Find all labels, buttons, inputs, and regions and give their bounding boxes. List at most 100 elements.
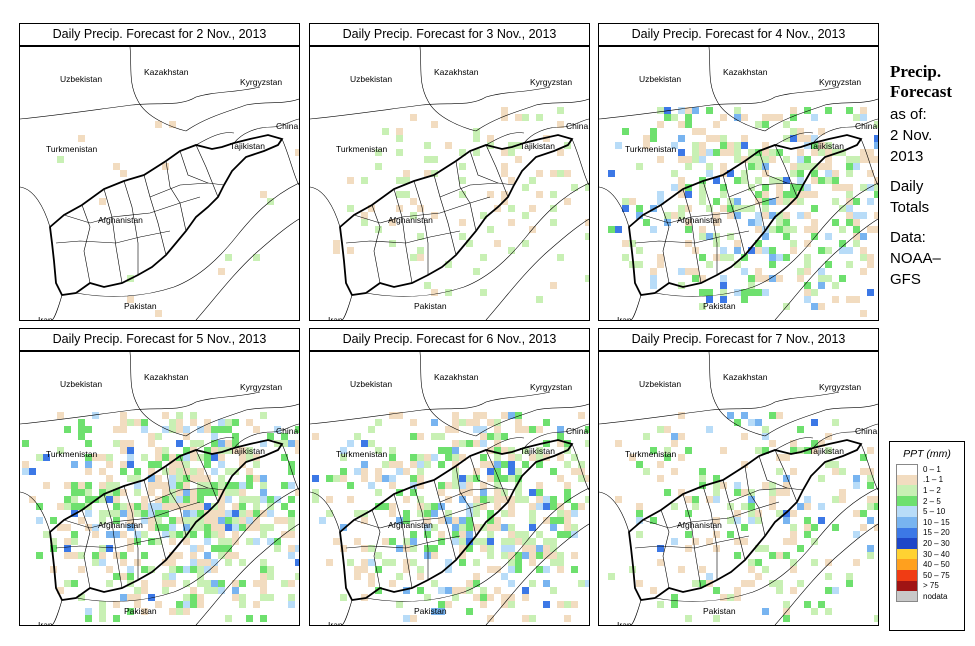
country-label-uzbekistan: Uzbekistan [639, 74, 681, 84]
precip-cell [867, 552, 874, 559]
precip-cell [169, 489, 176, 496]
precip-cell [536, 545, 543, 552]
precip-cell [155, 447, 162, 454]
precip-cell [403, 468, 410, 475]
precip-cell [776, 510, 783, 517]
legend-label: 20 – 30 [923, 538, 950, 548]
precip-cell [473, 538, 480, 545]
legend-swatch [896, 474, 918, 486]
precip-cell [550, 191, 557, 198]
precip-cell [515, 412, 522, 419]
province-line [485, 144, 509, 198]
precip-cell [127, 454, 134, 461]
precip-cell [396, 128, 403, 135]
province-line [642, 196, 780, 224]
legend-item: nodata [890, 591, 964, 602]
precip-cell [783, 254, 790, 261]
precip-cell [64, 538, 71, 545]
precip-cell [755, 156, 762, 163]
precip-cell [169, 475, 176, 482]
precip-cell [804, 524, 811, 531]
precip-cell [204, 419, 211, 426]
precip-cell [99, 601, 106, 608]
precip-cell [274, 545, 281, 552]
precip-cell [529, 545, 536, 552]
precip-cell [225, 545, 232, 552]
precip-cell [141, 426, 148, 433]
precip-cell [466, 545, 473, 552]
precip-cell [790, 114, 797, 121]
precip-cell [699, 254, 706, 261]
data-source: NOAA– [890, 250, 941, 267]
precip-cell [776, 468, 783, 475]
precip-cell [748, 510, 755, 517]
precip-cell [375, 149, 382, 156]
precip-cell [267, 510, 274, 517]
map-svg: UzbekistanKazakhstanKyrgyzstanChinaTajik… [310, 47, 589, 320]
precip-cell [494, 454, 501, 461]
precip-cell [685, 163, 692, 170]
precip-cell [169, 454, 176, 461]
precip-cell [522, 545, 529, 552]
precip-cell [508, 142, 515, 149]
precip-cell [127, 475, 134, 482]
precip-cell [57, 156, 64, 163]
precip-cell [78, 503, 85, 510]
precip-cell [508, 552, 515, 559]
precip-cell [494, 496, 501, 503]
province-line [774, 449, 798, 503]
country-label-kyrgyzstan: Kyrgyzstan [530, 77, 572, 87]
province-lines [345, 449, 515, 589]
precip-cell [431, 552, 438, 559]
precip-cell [445, 510, 452, 517]
precip-cell [148, 524, 155, 531]
precip-cell [99, 482, 106, 489]
precip-cell [134, 468, 141, 475]
precip-cell [127, 545, 134, 552]
precip-cell [825, 247, 832, 254]
country-label-kyrgyzstan: Kyrgyzstan [819, 382, 861, 392]
precip-cell [755, 559, 762, 566]
precip-cell [860, 212, 867, 219]
precip-cell [169, 461, 176, 468]
precip-cell [494, 489, 501, 496]
precip-cell [410, 114, 417, 121]
precip-cell [347, 205, 354, 212]
precip-cell [564, 601, 571, 608]
precip-cell [657, 198, 664, 205]
precip-cell [452, 468, 459, 475]
precip-cell [183, 580, 190, 587]
precip-cell [755, 226, 762, 233]
precip-cell [459, 482, 466, 489]
precip-cell [396, 149, 403, 156]
precip-cell [846, 170, 853, 177]
country-label-tajikistan: Tajikistan [809, 446, 844, 456]
precip-cell [741, 538, 748, 545]
precip-cell [515, 538, 522, 545]
precip-cell [748, 580, 755, 587]
precip-cell [389, 580, 396, 587]
precip-cell [487, 461, 494, 468]
precip-cell [846, 163, 853, 170]
border-line [708, 352, 766, 437]
precip-cell [720, 247, 727, 254]
precip-cell [218, 268, 225, 275]
precip-cell [466, 482, 473, 489]
precip-cell [867, 184, 874, 191]
precip-cell [564, 517, 571, 524]
precip-cell [312, 475, 319, 482]
precip-cell [608, 573, 615, 580]
border-line [523, 118, 589, 144]
legend-swatch [896, 485, 918, 496]
precip-cell [671, 538, 678, 545]
precip-cell [571, 468, 578, 475]
precip-cell [260, 573, 267, 580]
precip-cell [389, 461, 396, 468]
precip-cell [825, 163, 832, 170]
country-label-uzbekistan: Uzbekistan [639, 379, 681, 389]
precip-cell [860, 247, 867, 254]
precip-cell [487, 615, 494, 622]
precip-cell [134, 538, 141, 545]
precip-cell [368, 573, 375, 580]
